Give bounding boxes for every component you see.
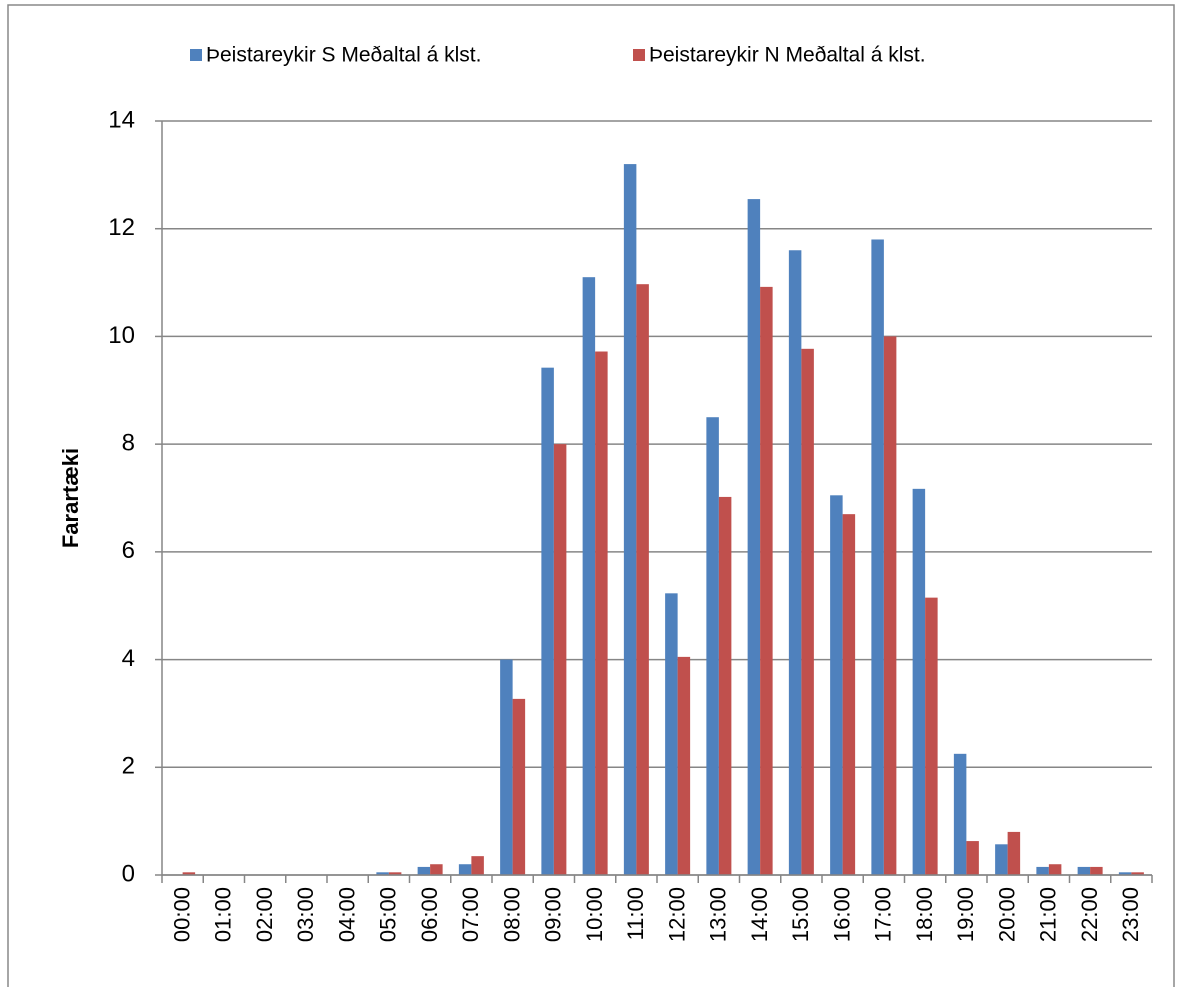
bar xyxy=(636,284,649,875)
legend-swatch xyxy=(190,49,202,61)
bar xyxy=(830,495,843,875)
chart-frame xyxy=(7,4,1175,987)
x-tick-label: 04:00 xyxy=(334,887,359,942)
bar xyxy=(582,277,596,876)
y-tick-label: 6 xyxy=(122,537,135,564)
bar xyxy=(512,698,526,875)
bar xyxy=(430,864,443,875)
bar xyxy=(760,286,773,875)
x-tick-label: 18:00 xyxy=(912,887,937,942)
bar xyxy=(553,444,567,875)
bar xyxy=(376,872,389,875)
x-tick-label: 01:00 xyxy=(211,887,236,942)
x-tick-label: 12:00 xyxy=(664,887,689,942)
legend-label: Þeistareykir S Meðaltal á klst. xyxy=(206,44,481,67)
bar xyxy=(1077,866,1091,875)
x-tick-label: 23:00 xyxy=(1118,887,1143,942)
x-tick-label: 07:00 xyxy=(458,887,483,942)
bar xyxy=(801,348,814,876)
bar xyxy=(747,199,761,876)
bar xyxy=(417,866,431,875)
x-tick-label: 09:00 xyxy=(541,887,566,942)
bar xyxy=(388,872,402,875)
bar xyxy=(1118,872,1132,875)
x-tick-label: 11:00 xyxy=(623,887,648,940)
y-tick-label: 4 xyxy=(122,645,135,672)
bar xyxy=(623,164,637,876)
x-tick-label: 21:00 xyxy=(1036,887,1061,942)
x-tick-label: 08:00 xyxy=(499,887,524,942)
bar xyxy=(471,856,484,875)
bar xyxy=(541,367,554,875)
x-tick-label: 22:00 xyxy=(1077,887,1102,942)
bar xyxy=(595,351,608,876)
bar xyxy=(925,597,938,875)
bar xyxy=(718,496,732,875)
y-tick-label: 8 xyxy=(122,429,135,456)
x-tick-label: 19:00 xyxy=(953,887,978,942)
legend-label: Þeistareykir N Meðaltal á klst. xyxy=(649,44,926,67)
x-tick-label: 13:00 xyxy=(706,887,731,942)
bar xyxy=(966,841,979,875)
bar xyxy=(883,336,897,875)
bar xyxy=(788,250,802,875)
bar xyxy=(912,488,926,875)
bar xyxy=(458,864,472,875)
x-tick-label: 15:00 xyxy=(788,887,813,942)
bar xyxy=(665,593,678,875)
bar xyxy=(1007,831,1021,875)
y-axis-label: Farartæki xyxy=(58,448,83,548)
bar xyxy=(953,753,967,875)
bar xyxy=(1090,866,1103,875)
x-tick-label: 14:00 xyxy=(747,887,772,942)
y-tick-label: 12 xyxy=(108,214,135,241)
bar xyxy=(1048,864,1062,875)
bar xyxy=(182,872,196,875)
x-tick-label: 20:00 xyxy=(994,887,1019,942)
x-tick-label: 16:00 xyxy=(829,887,854,942)
bar xyxy=(995,844,1008,875)
x-tick-label: 10:00 xyxy=(582,887,607,942)
y-tick-label: 0 xyxy=(122,860,135,887)
y-tick-label: 14 xyxy=(108,106,135,133)
legend-swatch xyxy=(633,49,645,61)
bar xyxy=(871,239,884,875)
x-tick-label: 17:00 xyxy=(871,887,896,942)
x-tick-label: 03:00 xyxy=(293,887,318,942)
bar xyxy=(677,656,691,875)
bar xyxy=(1131,872,1144,875)
bar xyxy=(1036,866,1049,875)
x-tick-label: 05:00 xyxy=(376,887,401,942)
y-tick-label: 2 xyxy=(122,753,135,780)
x-tick-label: 02:00 xyxy=(252,887,277,942)
bar xyxy=(706,417,719,875)
x-tick-label: 06:00 xyxy=(417,887,442,942)
bar xyxy=(842,514,856,875)
bar xyxy=(500,659,513,875)
x-tick-label: 00:00 xyxy=(169,887,194,942)
y-tick-label: 10 xyxy=(108,322,135,349)
